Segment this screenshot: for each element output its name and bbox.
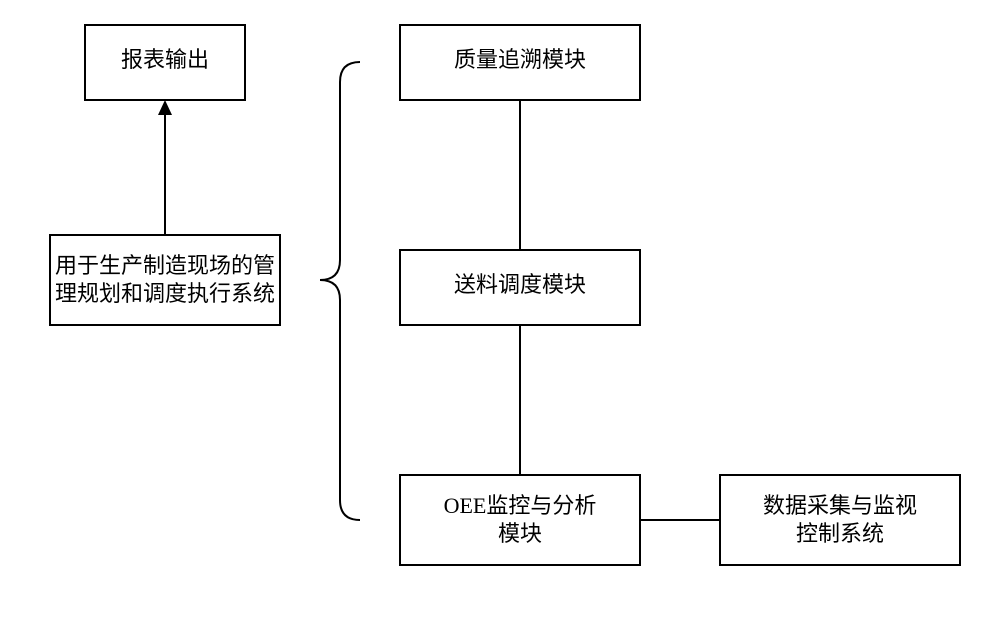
brace-icon	[320, 62, 360, 520]
management-system-box	[50, 235, 280, 325]
quality-trace-label: 质量追溯模块	[454, 47, 586, 72]
arrowhead-icon	[158, 100, 172, 115]
report-output-label: 报表输出	[121, 47, 209, 72]
data-collect-box	[720, 475, 960, 565]
oee-module-label-1: OEE监控与分析	[444, 493, 597, 518]
management-system-label-1: 用于生产制造现场的管	[55, 253, 275, 278]
data-collect-label-2: 控制系统	[796, 521, 884, 546]
feeding-dispatch-label: 送料调度模块	[454, 272, 586, 297]
management-system-label-2: 理规划和调度执行系统	[55, 281, 275, 306]
oee-module-label-2: 模块	[498, 521, 542, 546]
data-collect-label-1: 数据采集与监视	[763, 493, 917, 518]
oee-module-box	[400, 475, 640, 565]
